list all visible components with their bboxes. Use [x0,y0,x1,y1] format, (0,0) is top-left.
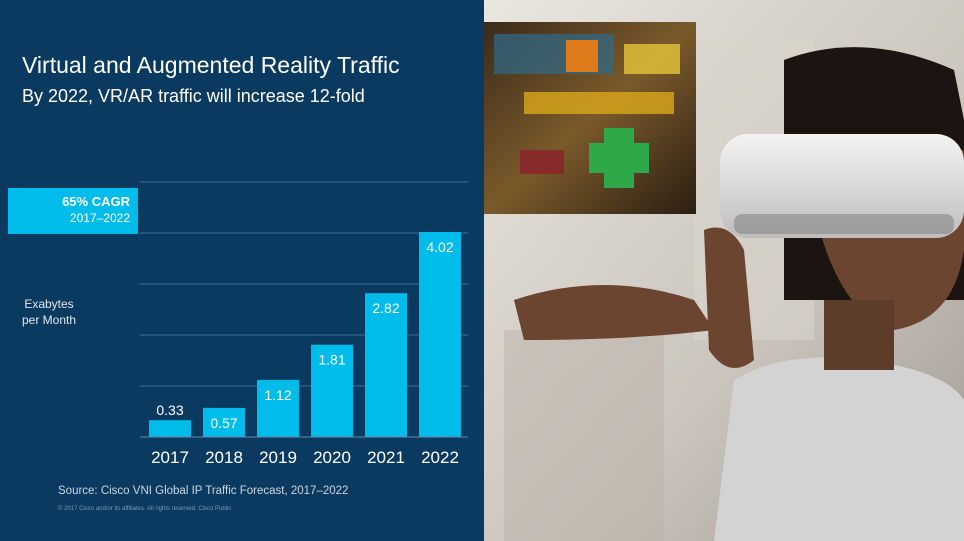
tick-label-2021: 2021 [367,448,405,467]
chart-title: Virtual and Augmented Reality Traffic [22,52,400,78]
data-label-2018: 0.57 [210,415,237,431]
x-tick-labels: 2017 2018 2019 2020 2021 2022 [151,448,459,467]
bar-2022 [419,231,461,437]
tick-label-2022: 2022 [421,448,459,467]
cagr-period: 2017–2022 [69,211,130,225]
person-wearing-headset [514,47,964,541]
chart-subtitle: By 2022, VR/AR traffic will increase 12-… [22,86,365,106]
copyright-note: © 2017 Cisco and/or its affiliates. All … [58,506,232,512]
vr-headset-photo [484,0,964,541]
cagr-label: 65% CAGR [62,194,130,209]
ar-overlay-image [484,22,696,214]
bars [149,231,461,437]
chart-panel: Virtual and Augmented Reality Traffic By… [8,52,468,512]
data-label-2021: 2.82 [372,300,399,316]
bar-2021 [365,293,407,437]
tick-label-2020: 2020 [313,448,351,467]
source-note: Source: Cisco VNI Global IP Traffic Fore… [58,485,349,497]
bar-2018 [203,407,245,437]
vr-photo-illustration [484,0,964,541]
gridlines [140,181,468,387]
tick-label-2019: 2019 [259,448,297,467]
data-label-2017: 0.33 [156,402,183,418]
tick-label-2018: 2018 [205,448,243,467]
bar-2019 [257,379,299,437]
cagr-badge: 65% CAGR 2017–2022 [8,188,138,234]
data-label-2019: 1.12 [264,387,291,403]
bar-2017 [149,420,191,437]
bar-2020 [311,344,353,437]
data-labels: 0.33 0.57 1.12 1.81 2.82 4.02 [156,239,453,431]
data-label-2020: 1.81 [318,352,345,368]
bar-chart: 0.33 0.57 1.12 1.81 2.82 4.02 2017 2018 2019 202… [140,181,468,467]
y-axis-label: Exabytes per Month [21,297,77,327]
data-label-2022: 4.02 [426,239,453,255]
tick-label-2017: 2017 [151,448,189,467]
